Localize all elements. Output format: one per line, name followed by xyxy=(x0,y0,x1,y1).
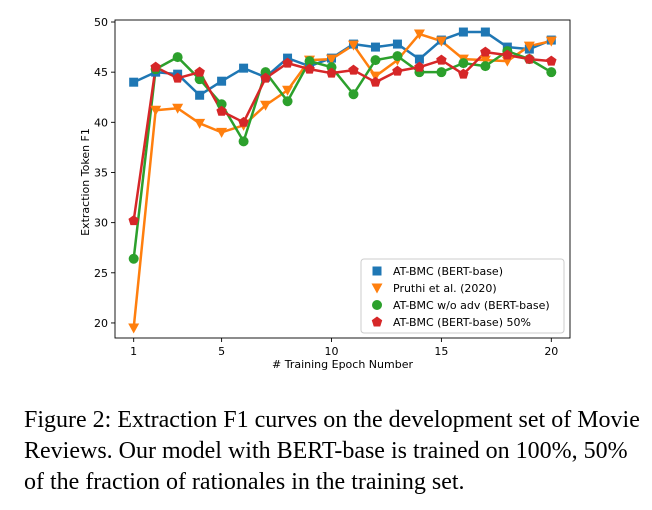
y-tick-label: 40 xyxy=(94,116,108,129)
figure: 1 5 10 15 20 20 25 30 35 40 45 50 # Training Epoch … xyxy=(79,16,571,371)
data-point xyxy=(458,68,469,79)
data-point xyxy=(239,63,249,73)
data-point xyxy=(370,42,380,52)
x-tick-label: 15 xyxy=(434,345,448,358)
data-point xyxy=(435,36,447,47)
data-point xyxy=(348,89,359,100)
data-point xyxy=(216,105,227,116)
legend-marker xyxy=(371,283,383,294)
legend-marker xyxy=(372,300,382,310)
legend-label: AT-BMC (BERT-base) 50% xyxy=(393,316,531,329)
data-point xyxy=(413,29,425,40)
data-point xyxy=(370,55,381,66)
data-point xyxy=(260,100,272,111)
data-point xyxy=(392,39,402,49)
data-point xyxy=(523,41,535,52)
data-point xyxy=(194,66,205,77)
data-point xyxy=(238,116,249,127)
y-axis-label: Extraction Token F1 xyxy=(79,128,92,236)
data-point xyxy=(238,136,249,147)
data-point xyxy=(216,127,228,138)
y-tick-label: 25 xyxy=(94,267,108,280)
data-point xyxy=(128,215,139,226)
x-tick-label: 5 xyxy=(218,345,225,358)
data-point xyxy=(480,61,491,72)
data-point xyxy=(369,71,381,82)
data-point xyxy=(414,61,425,72)
data-point xyxy=(502,49,513,60)
data-point xyxy=(392,51,403,62)
series-line xyxy=(132,32,552,329)
data-point xyxy=(458,58,469,69)
data-point xyxy=(216,99,227,110)
y-tick-label: 20 xyxy=(94,317,108,330)
data-point xyxy=(326,67,337,78)
data-point xyxy=(282,57,293,68)
x-tick-label: 1 xyxy=(130,345,137,358)
y-tick-label: 35 xyxy=(94,166,108,179)
data-point xyxy=(347,40,359,51)
legend-box xyxy=(360,258,565,334)
data-point xyxy=(128,253,139,264)
data-point xyxy=(436,67,447,78)
data-point xyxy=(458,27,468,37)
x-axis-label: # Training Epoch Number xyxy=(272,358,413,371)
data-point xyxy=(436,54,447,65)
legend-marker xyxy=(372,266,382,276)
data-point xyxy=(304,63,315,74)
x-tick-label: 20 xyxy=(544,345,558,358)
data-point xyxy=(348,64,359,75)
data-point xyxy=(217,76,227,86)
figure-caption: Figure 2: Extraction F1 curves on the de… xyxy=(24,407,640,495)
plot-frame xyxy=(114,19,571,339)
data-point xyxy=(304,56,315,67)
data-point xyxy=(128,323,140,334)
data-point xyxy=(129,77,139,87)
data-point xyxy=(480,46,491,57)
data-point xyxy=(370,76,381,87)
data-point xyxy=(414,54,424,64)
y-tick-label: 50 xyxy=(94,16,108,29)
data-point xyxy=(524,53,535,64)
legend-label: Pruthi et al. (2020) xyxy=(393,282,497,295)
data-point xyxy=(282,85,294,96)
data-point xyxy=(194,118,206,129)
data-point xyxy=(260,72,271,83)
legend-marker xyxy=(371,316,383,327)
y-tick-label: 45 xyxy=(94,66,108,79)
data-point xyxy=(480,27,490,37)
data-point xyxy=(326,54,338,65)
data-point xyxy=(546,67,557,78)
y-tick-label: 30 xyxy=(94,217,108,230)
data-point xyxy=(195,90,205,100)
data-point xyxy=(150,61,161,72)
data-point xyxy=(172,52,183,63)
data-point xyxy=(545,36,557,47)
data-point xyxy=(194,74,205,85)
data-point xyxy=(172,103,184,114)
data-point xyxy=(282,96,293,107)
data-point xyxy=(172,72,183,83)
legend-label: AT-BMC (BERT-base) xyxy=(393,265,503,278)
x-tick-label: 10 xyxy=(325,345,339,358)
data-point xyxy=(150,105,162,116)
legend-label: AT-BMC w/o adv (BERT-base) xyxy=(393,299,550,312)
data-point xyxy=(392,65,403,76)
data-point xyxy=(479,55,491,66)
legend: AT-BMC (BERT-base) Pruthi et al. (2020) AT… xyxy=(360,258,565,334)
data-point xyxy=(546,55,557,66)
